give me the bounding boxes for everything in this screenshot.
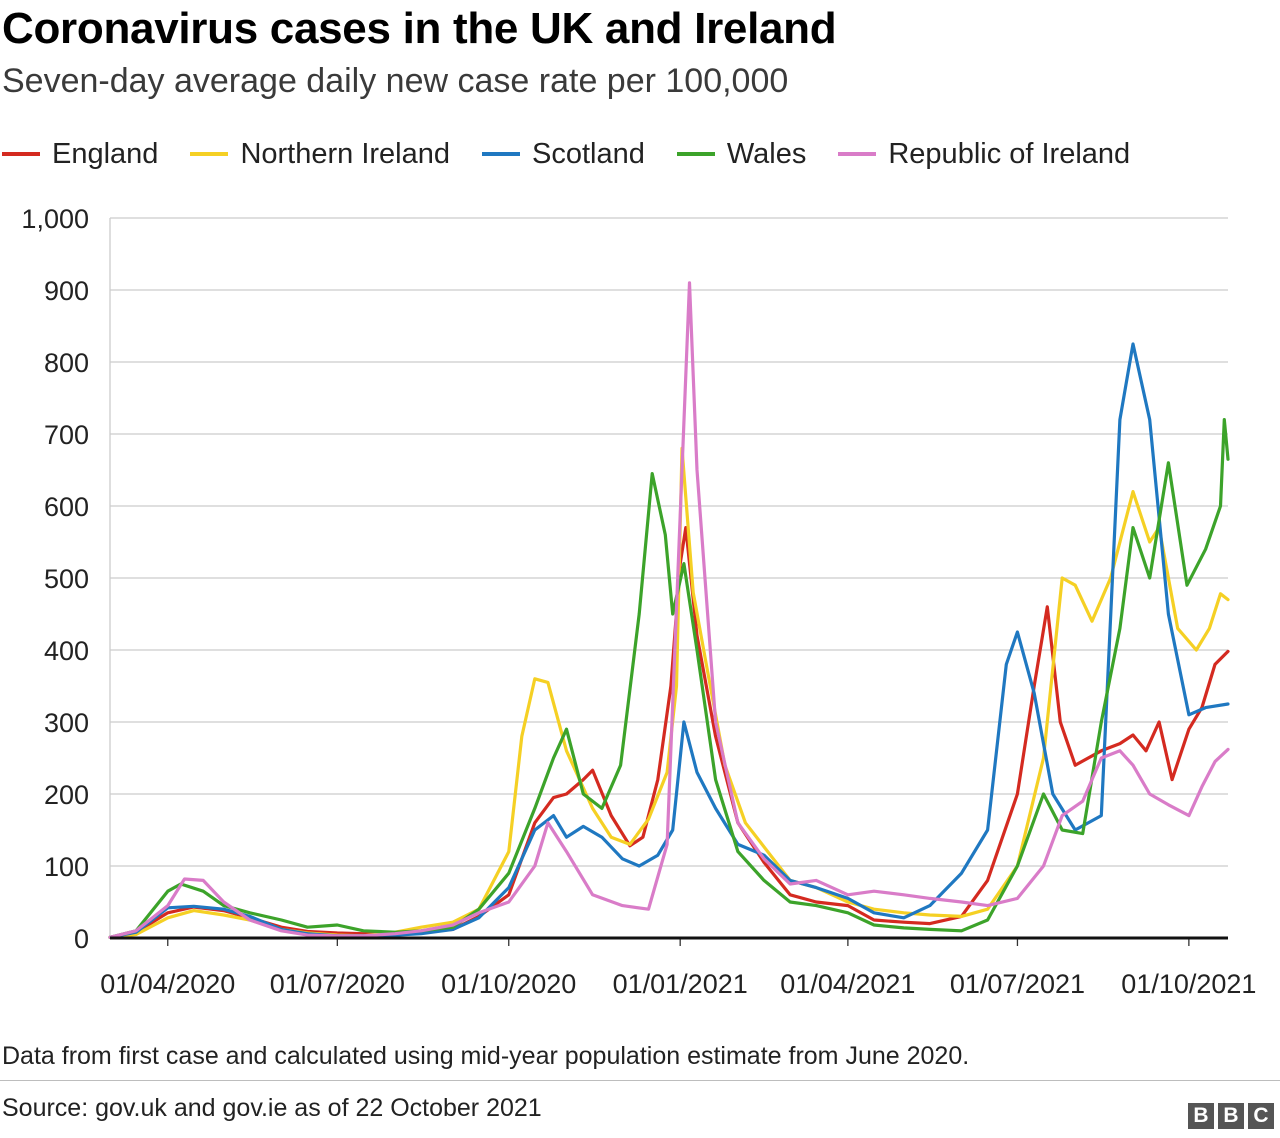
- line-chart: 0 100 200 300 400 500 600 700 800 900 1,000 01/04/2…: [21, 204, 1256, 999]
- y-tick-label: 0: [74, 924, 89, 954]
- x-tick-label: 01/01/2021: [613, 969, 748, 999]
- y-tick-label: 300: [44, 708, 89, 738]
- x-tick-label: 01/04/2020: [100, 969, 235, 999]
- legend-item: Northern Ireland: [190, 138, 450, 171]
- series-line: [108, 418, 1230, 939]
- legend-item: Republic of Ireland: [838, 138, 1130, 171]
- y-tick-label: 600: [44, 492, 89, 522]
- series-line: [108, 281, 1230, 939]
- legend-item: England: [2, 138, 158, 171]
- y-tick-label: 700: [44, 420, 89, 450]
- legend-swatch: [676, 152, 715, 156]
- y-tick-label: 200: [44, 780, 89, 810]
- legend-item: Wales: [676, 137, 807, 171]
- y-tick-label: 900: [44, 276, 89, 306]
- legend-swatch: [2, 152, 40, 156]
- y-tick-label: 500: [44, 564, 89, 594]
- legend-swatch: [190, 152, 229, 156]
- legend-item: Scotland: [482, 138, 645, 171]
- bbc-logo-letter: C: [1248, 1103, 1274, 1129]
- chart-title: Coronavirus cases in the UK and Ireland: [2, 4, 837, 53]
- source-text: Source: gov.uk and gov.ie as of 22 Octob…: [2, 1094, 542, 1122]
- footer-divider: [0, 1080, 1280, 1081]
- legend-label: Republic of Ireland: [888, 137, 1131, 170]
- x-tick-label: 01/07/2020: [270, 969, 405, 999]
- legend-swatch: [838, 152, 877, 156]
- legend-swatch: [482, 152, 520, 156]
- y-tick-label: 1,000: [21, 204, 89, 234]
- chart-subtitle: Seven-day average daily new case rate pe…: [2, 62, 789, 100]
- x-tick-label: 01/04/2021: [780, 969, 915, 999]
- series-line: [108, 342, 1230, 939]
- legend: England Northern Ireland Scotland Wales Repu…: [2, 134, 1162, 174]
- y-tick-label: 400: [44, 636, 89, 666]
- legend-label: Northern Ireland: [240, 137, 450, 170]
- legend-label: Scotland: [532, 137, 645, 170]
- bbc-logo: B B C: [1184, 1103, 1274, 1129]
- legend-label: Wales: [726, 137, 807, 170]
- footnote: Data from first case and calculated usin…: [2, 1042, 970, 1070]
- x-tick-label: 01/07/2021: [950, 969, 1085, 999]
- x-tick-label: 01/10/2021: [1121, 969, 1256, 999]
- y-tick-label: 100: [44, 852, 89, 882]
- x-tick-label: 01/10/2020: [441, 969, 576, 999]
- bbc-logo-letter: B: [1218, 1103, 1244, 1129]
- y-tick-label: 800: [44, 348, 89, 378]
- legend-label: England: [52, 137, 159, 170]
- bbc-logo-letter: B: [1188, 1103, 1214, 1129]
